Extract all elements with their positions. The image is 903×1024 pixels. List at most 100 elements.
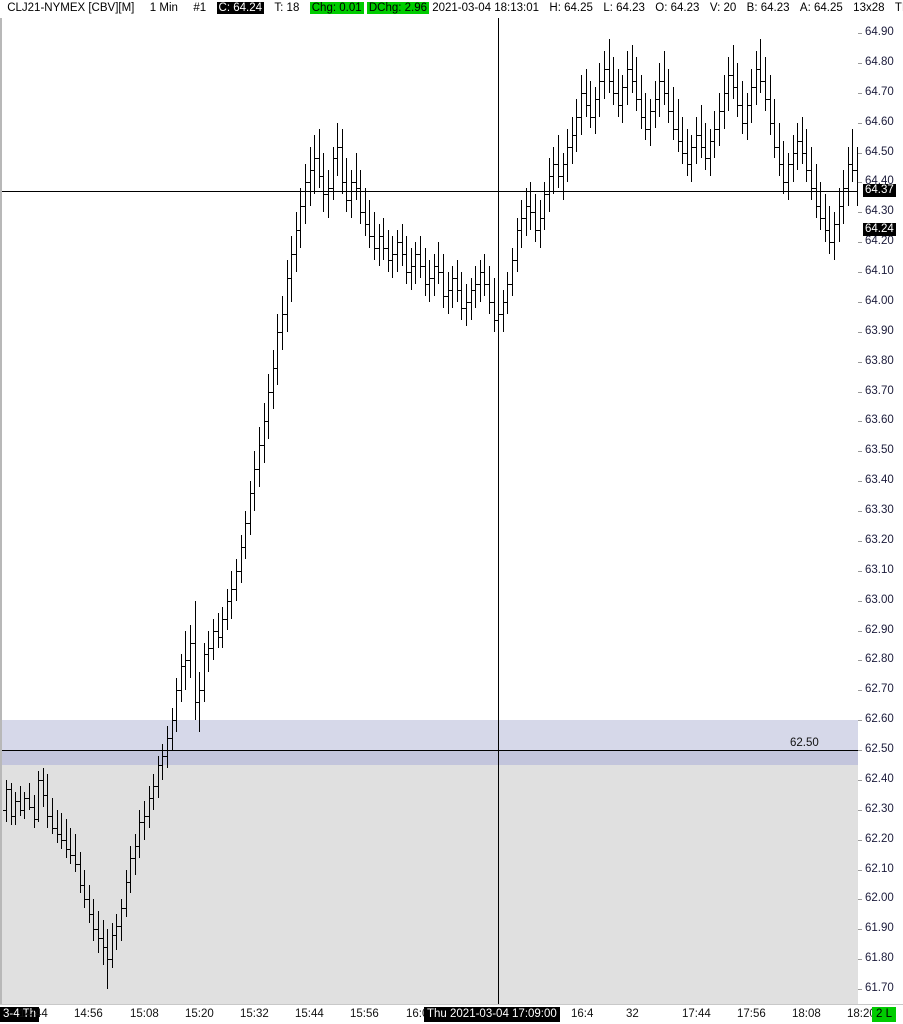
crosshair-horizontal (2, 191, 858, 193)
ohlc-bar (319, 128, 320, 189)
ohlc-open-tick (403, 254, 406, 255)
ohlc-open-tick (435, 266, 438, 267)
ohlc-open-tick (587, 104, 590, 106)
ohlc-open-tick (472, 289, 475, 291)
ohlc-bar (480, 260, 481, 302)
ohlc-bar (213, 618, 214, 661)
ohlc-bar (80, 851, 81, 894)
ohlc-bar (254, 451, 255, 511)
ohlc-bar (687, 128, 688, 177)
price-tick (858, 660, 862, 662)
price-tick (858, 690, 862, 692)
ohlc-bar (70, 827, 71, 864)
ohlc-bar (47, 773, 48, 828)
ohlc-open-tick (688, 164, 691, 166)
ohlc-open-tick (210, 648, 213, 650)
chart-left-border (0, 18, 2, 1004)
ohlc-open-tick (684, 152, 687, 154)
symbol-label[interactable]: CLJ21-NYMEX [CBV][M] (7, 2, 135, 14)
ohlc-bar (208, 630, 209, 673)
ohlc-open-tick (495, 319, 498, 321)
ohlc-open-tick (417, 254, 420, 255)
ohlc-open-tick (334, 158, 337, 160)
price-axis-label: 64.90 (865, 25, 894, 38)
price-axis-label: 62.20 (865, 832, 894, 845)
ohlc-open-tick (422, 266, 425, 267)
ohlc-open-tick (808, 170, 811, 172)
price-axis-label: 63.10 (865, 563, 894, 576)
ohlc-open-tick (311, 170, 314, 172)
time-axis[interactable]: 3-4 Th 14:44 14:56 15:08 15:20 15:32 15:44 15:5… (0, 1005, 903, 1024)
time-axis-label: 18:08 (792, 1008, 821, 1020)
price-axis-label: 62.50 (865, 743, 894, 755)
ohlc-open-tick (449, 289, 452, 291)
ohlc-open-tick (362, 212, 365, 214)
price-tick (858, 92, 862, 94)
ohlc-bar (29, 782, 30, 810)
ohlc-bar (613, 56, 614, 105)
ohlc-bar (714, 110, 715, 159)
ohlc-bar (411, 248, 412, 290)
crosshair-price-label: 64.37 (863, 184, 896, 198)
ohlc-bar (172, 708, 173, 750)
ohlc-open-tick (408, 272, 411, 273)
ohlc-open-tick (702, 146, 705, 148)
price-axis-label: 63.40 (865, 474, 894, 487)
ohlc-open-tick (54, 827, 57, 829)
ohlc-open-tick (371, 236, 374, 238)
ohlc-open-tick (251, 493, 254, 495)
interval-label[interactable]: 1 Min (149, 2, 178, 14)
ohlc-bar (461, 272, 462, 320)
price-axis-label: 64.20 (865, 235, 894, 248)
ohlc-bar (392, 236, 393, 278)
ohlc-open-tick (320, 176, 323, 178)
price-axis-label: 64.70 (865, 85, 894, 98)
ohlc-open-tick (744, 122, 747, 124)
chart-plot-area[interactable]: 62.50 (2, 18, 858, 1004)
price-tick (858, 839, 862, 841)
price-tick (858, 600, 862, 602)
ohlc-open-tick (21, 809, 24, 811)
price-axis[interactable]: 64.90 64.80 64.70 64.60 64.50 64.40 64.30 64.20… (858, 18, 903, 1004)
time-axis-right-badge[interactable]: 2 L (872, 1007, 896, 1022)
ohlc-open-tick (385, 248, 388, 250)
ohlc-bar (126, 869, 127, 918)
ohlc-open-tick (799, 140, 802, 142)
ohlc-open-tick (67, 848, 70, 850)
ohlc-bar (682, 116, 683, 165)
ohlc-open-tick (564, 164, 567, 166)
ohlc-bar (167, 726, 168, 768)
ohlc-bar (130, 845, 131, 894)
ohlc-bar (475, 266, 476, 308)
ohlc-bar (282, 295, 283, 350)
price-level-line[interactable] (2, 750, 858, 752)
ohlc-open-tick (376, 248, 379, 250)
ohlc-open-tick (247, 523, 250, 524)
ohlc-bar (852, 128, 853, 183)
ohlc-open-tick (58, 833, 61, 835)
ohlc-open-tick (500, 313, 503, 315)
ohlc-open-tick (693, 146, 696, 148)
price-axis-label: 63.90 (865, 324, 894, 337)
ohlc-bar (678, 98, 679, 153)
ohlc-bar (466, 283, 467, 326)
ohlc-open-tick (297, 230, 300, 232)
ohlc-open-tick (477, 283, 480, 285)
ohlc-open-tick (81, 884, 84, 886)
ohlc-bar (645, 92, 646, 141)
price-tick (858, 32, 862, 34)
ohlc-open-tick (831, 242, 834, 244)
ohlc-bar (34, 794, 35, 828)
high-value: H: 64.25 (549, 2, 593, 14)
ohlc-bar (517, 218, 518, 272)
ohlc-bar (89, 884, 90, 924)
ohlc-bar (6, 779, 7, 822)
ohlc-bar (586, 68, 587, 117)
ohlc-open-tick (780, 164, 783, 166)
ohlc-open-tick (619, 104, 622, 106)
ohlc-bar (484, 254, 485, 296)
time-axis-label: 16:4 (571, 1008, 594, 1020)
ohlc-open-tick (523, 218, 526, 220)
price-axis-label: 64.00 (865, 294, 894, 307)
ohlc-bar (379, 224, 380, 266)
